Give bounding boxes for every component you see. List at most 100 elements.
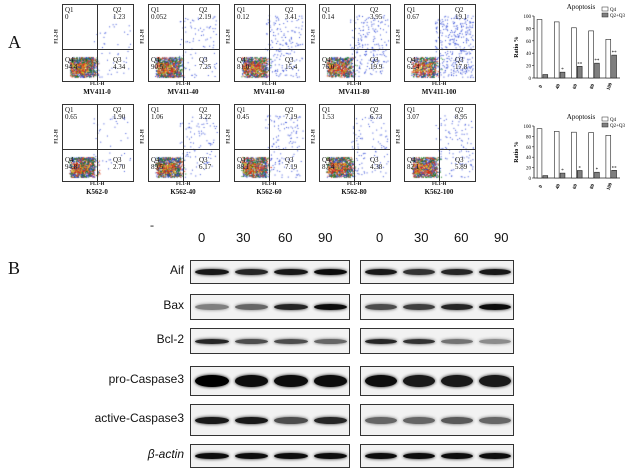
flow-plot: Q1 1.06 Q2 3.22 Q3 6.17 Q4 89.5 — [148, 104, 220, 182]
quadrant-q2: Q2 1.90 — [113, 107, 125, 121]
quadrant-value: 8.95 — [455, 113, 468, 121]
protein-band — [479, 304, 511, 310]
quadrant-value: 0.67 — [407, 13, 420, 21]
lane-label-right: 0 — [376, 230, 384, 245]
y-tick-label: 80 — [526, 27, 532, 32]
y-tick-label: 0 — [529, 77, 532, 82]
bar-Q4-40 — [553, 21, 560, 79]
quadrant-value: 0.45 — [237, 113, 250, 121]
legend-swatch — [601, 122, 609, 128]
scatter-density — [63, 105, 133, 181]
quadrant-label: Q1 — [407, 6, 416, 14]
protein-band — [365, 416, 397, 424]
protein-band — [479, 269, 511, 275]
flow-plot-caption: MV411-0 — [83, 88, 111, 96]
protein-band — [313, 375, 347, 387]
quadrant-value: 0 — [65, 13, 69, 21]
quadrant-label: Q2 — [285, 6, 294, 14]
quadrant-q1: Q1 0.14 — [322, 7, 334, 21]
quadrant-value: 15.4 — [285, 63, 298, 71]
quadrant-value: 0.052 — [151, 13, 167, 21]
scatter-density — [320, 5, 390, 81]
significance-mark: * — [561, 169, 564, 174]
blot-strip — [360, 260, 514, 284]
significance-mark: * — [561, 68, 564, 73]
protein-band — [479, 338, 511, 344]
blot-strip — [360, 404, 514, 436]
quadrant-q4: Q4 62.4 — [407, 57, 419, 71]
quadrant-value: 2.70 — [113, 163, 126, 171]
protein-band — [441, 304, 473, 310]
flow-y-axis-label: FL2-H — [140, 29, 146, 44]
lane-label-left: 0 — [198, 230, 206, 245]
quadrant-value: 76.0 — [322, 63, 335, 71]
quadrant-label: Q3 — [113, 56, 122, 64]
quadrant-label: Q2 — [285, 106, 294, 114]
bar-Q4-60 — [571, 27, 577, 79]
protein-band — [365, 453, 397, 459]
quadrant-q2: Q2 6.73 — [370, 107, 382, 121]
significance-mark: ** — [594, 59, 600, 64]
y-tick-label: 100 — [524, 125, 532, 130]
flow-plot-caption: MV411-100 — [421, 88, 457, 96]
protein-band — [313, 453, 347, 459]
bar-Q2Q3-60 — [577, 170, 583, 179]
gate-vertical-line — [97, 5, 98, 81]
quadrant-label: Q1 — [322, 6, 331, 14]
protein-band — [365, 304, 397, 310]
quadrant-value: 1.53 — [322, 113, 335, 121]
quadrant-label: Q3 — [370, 156, 379, 164]
protein-band — [195, 453, 229, 459]
bar-Q2Q3-80 — [594, 62, 600, 79]
gate-vertical-line — [269, 5, 270, 81]
bar-Q4-80 — [588, 132, 594, 179]
flow-plot: Q1 0.052 Q2 2.19 Q3 7.25 Q4 90.5 — [148, 4, 220, 82]
protein-band — [441, 269, 473, 275]
lane-label-left: 30 — [236, 230, 251, 245]
quadrant-label: Q1 — [151, 6, 160, 14]
quadrant-label: Q4 — [151, 56, 160, 64]
flow-plot: Q1 3.07 Q2 8.95 Q3 5.89 Q4 82.1 — [404, 104, 476, 182]
quadrant-q1: Q1 3.07 — [407, 107, 419, 121]
protein-band — [365, 338, 397, 344]
quadrant-value: 19.1 — [455, 13, 468, 21]
bar-Q4-60 — [571, 131, 577, 179]
protein-label: pro-Caspase3 — [108, 372, 184, 386]
flow-x-axis-label: FL1-H — [347, 82, 362, 87]
protein-band — [234, 304, 268, 310]
bar-Q2Q3-40 — [559, 71, 566, 79]
quadrant-q2: Q2 3.95 — [370, 7, 382, 21]
quadrant-value: 1.23 — [113, 13, 126, 21]
quadrant-label: Q3 — [285, 56, 294, 64]
protein-band — [441, 416, 473, 424]
protein-band — [274, 375, 308, 387]
lane-label-left: 60 — [278, 230, 293, 245]
bar-chart-title: Apoptosis — [567, 113, 596, 121]
flow-y-axis-label: FL2-H — [54, 129, 60, 144]
quadrant-q3: Q3 7.25 — [199, 57, 211, 71]
protein-band — [403, 453, 435, 459]
bar-chart-title: Apoptosis — [567, 3, 596, 11]
flow-plot-caption: K562-60 — [256, 188, 282, 196]
flow-plot-caption: MV411-60 — [253, 88, 285, 96]
protein-band — [441, 375, 473, 387]
gate-horizontal-line — [63, 49, 133, 50]
quadrant-value: 0.65 — [65, 113, 78, 121]
flow-plot: Q1 0.14 Q2 3.95 Q3 19.9 Q4 76.0 — [319, 4, 391, 82]
quadrant-value: 3.95 — [370, 13, 383, 21]
protein-band — [479, 375, 511, 387]
quadrant-label: Q2 — [455, 6, 464, 14]
blot-strip — [360, 366, 514, 396]
flow-plot-caption: MV411-40 — [167, 88, 199, 96]
blot-strip — [190, 404, 350, 436]
flow-plot: Q1 0.45 Q2 7.19 Q3 7.19 Q4 88.1 — [234, 104, 306, 182]
quadrant-q3: Q3 15.4 — [285, 57, 297, 71]
quadrant-value: 7.19 — [285, 163, 298, 171]
quadrant-value: 0.12 — [237, 13, 250, 21]
protein-band — [403, 304, 435, 310]
protein-band — [234, 375, 268, 387]
quadrant-q3: Q3 6.17 — [199, 157, 211, 171]
quadrant-q1: Q1 0.12 — [237, 7, 249, 21]
bar-Q2Q3-0 — [542, 175, 549, 179]
protein-label: Aif — [169, 263, 184, 277]
